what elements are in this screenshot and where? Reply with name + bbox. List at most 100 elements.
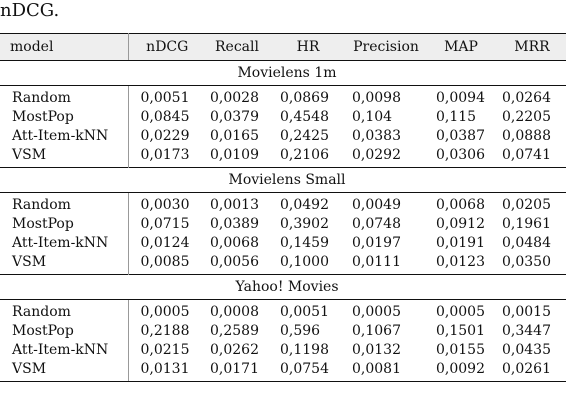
ndcg-cell: 0,0229 [140,128,190,144]
map-cell: 0,0005 [436,304,485,320]
map-cell: 0,0094 [436,90,485,106]
precision-cell: 0,0005 [352,304,401,320]
table-row: Att-Item-kNN 0,0229 0,0165 0,2425 0,0383… [0,127,566,146]
mrr-cell: 0,0484 [502,235,551,251]
hr-cell: 0,2106 [280,147,329,163]
ndcg-cell: 0,0131 [128,360,198,382]
mrr-cell: 0,2205 [502,109,551,125]
recall-cell: 0,0013 [210,197,259,213]
recall-cell: 0,2589 [210,323,259,339]
model-cell: MostPop [0,108,129,127]
map-cell: 0,0123 [436,254,485,270]
hr-cell: 0,1198 [280,342,329,358]
model-cell: Att-Item-kNN [0,234,129,253]
model-cell: MostPop [0,322,129,341]
mrr-cell: 0,0350 [502,254,551,270]
table-row: MostPop 0,0715 0,0389 0,3902 0,0748 0,09… [0,215,566,234]
model-cell: MostPop [0,215,129,234]
mrr-cell: 0,0015 [502,304,551,320]
map-cell: 0,0387 [436,128,485,144]
table-row: Att-Item-kNN 0,0215 0,0262 0,1198 0,0132… [0,341,566,360]
precision-cell: 0,104 [352,109,393,125]
section-header: Movielens 1m [0,60,566,86]
header-precision: Precision [340,33,424,61]
mrr-cell: 0,0741 [502,147,551,163]
recall-cell: 0,0008 [210,304,259,320]
table-row: VSM 0,0173 0,0109 0,2106 0,0292 0,0306 0… [0,146,566,168]
precision-cell: 0,0132 [352,342,401,358]
precision-cell: 0,0098 [352,90,401,106]
hr-cell: 0,0754 [268,360,340,382]
recall-cell: 0,0165 [210,128,259,144]
model-cell: VSM [0,360,129,382]
ndcg-cell: 0,0051 [140,90,190,106]
section-header: Yahoo! Movies [0,274,566,300]
header-recall: Recall [198,33,268,61]
header-mrr: MRR [490,33,566,61]
precision-cell: 0,0748 [352,216,401,232]
table-row: VSM 0,0085 0,0056 0,1000 0,0111 0,0123 0… [0,253,566,275]
hr-cell: 0,0869 [280,90,329,106]
ndcg-cell: 0,0030 [140,197,190,213]
table-row: MostPop 0,2188 0,2589 0,596 0,1067 0,150… [0,322,566,341]
model-cell: Att-Item-kNN [0,127,129,146]
ndcg-cell: 0,0085 [140,254,190,270]
model-cell: Att-Item-kNN [0,341,129,360]
recall-cell: 0,0028 [210,90,259,106]
table-row: MostPop 0,0845 0,0379 0,4548 0,104 0,115… [0,108,566,127]
table-row: Random 0,0030 0,0013 0,0492 0,0049 0,006… [0,192,566,215]
precision-cell: 0,0383 [352,128,401,144]
precision-cell: 0,0197 [352,235,401,251]
table-row: Random 0,0051 0,0028 0,0869 0,0098 0,009… [0,85,566,108]
header-row: model nDCG Recall HR Precision MAP MRR [0,33,566,61]
header-map: MAP [424,33,490,61]
header-ndcg: nDCG [128,33,198,61]
section-header: Movielens Small [0,167,566,193]
mrr-cell: 0,0205 [502,197,551,213]
hr-cell: 0,3902 [280,216,329,232]
recall-cell: 0,0262 [210,342,259,358]
table-row: VSM 0,0131 0,0171 0,0754 0,0081 0,0092 0… [0,360,566,382]
model-cell: VSM [0,146,129,168]
mrr-cell: 0,3447 [502,323,551,339]
map-cell: 0,0191 [436,235,485,251]
model-cell: VSM [0,253,129,275]
header-model: model [0,33,129,61]
recall-cell: 0,0068 [210,235,259,251]
map-cell: 0,0155 [436,342,485,358]
section-title: Movielens Small [0,167,566,193]
mrr-cell: 0,0435 [502,342,551,358]
model-cell: Random [0,192,129,215]
caption-tail: nDCG. [0,0,60,21]
mrr-cell: 0,0888 [502,128,551,144]
ndcg-cell: 0,0845 [140,109,190,125]
ndcg-cell: 0,0005 [140,304,190,320]
hr-cell: 0,4548 [280,109,329,125]
map-cell: 0,0306 [436,147,485,163]
map-cell: 0,115 [436,109,477,125]
section-title: Yahoo! Movies [0,274,566,300]
hr-cell: 0,0051 [280,304,329,320]
recall-cell: 0,0379 [210,109,259,125]
model-cell: Random [0,299,129,322]
header-hr: HR [268,33,340,61]
map-cell: 0,0068 [436,197,485,213]
hr-cell: 0,596 [280,323,321,339]
recall-cell: 0,0109 [210,147,259,163]
recall-cell: 0,0389 [210,216,259,232]
mrr-cell: 0,1961 [502,216,551,232]
precision-cell: 0,1067 [352,323,401,339]
mrr-cell: 0,0264 [502,90,551,106]
table-row: Att-Item-kNN 0,0124 0,0068 0,1459 0,0197… [0,234,566,253]
precision-cell: 0,0049 [352,197,401,213]
hr-cell: 0,0492 [280,197,329,213]
ndcg-cell: 0,0124 [140,235,190,251]
precision-cell: 0,0292 [352,147,401,163]
ndcg-cell: 0,2188 [140,323,190,339]
hr-cell: 0,1000 [280,254,329,270]
precision-cell: 0,0111 [352,254,401,270]
ndcg-cell: 0,0173 [140,147,190,163]
map-cell: 0,1501 [436,323,485,339]
ndcg-cell: 0,0715 [140,216,190,232]
mrr-cell: 0,0261 [490,360,566,382]
